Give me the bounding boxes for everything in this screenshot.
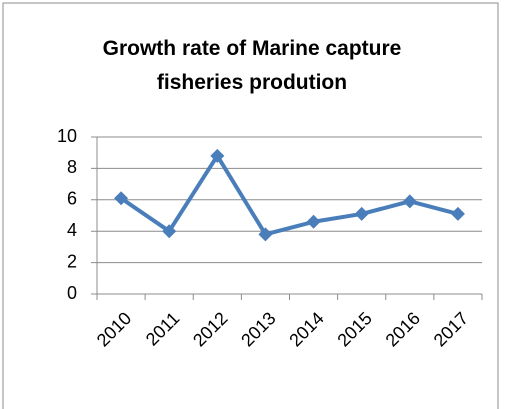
- data-point: [258, 227, 273, 242]
- data-point: [306, 214, 321, 229]
- y-tick-label: 10: [57, 126, 77, 146]
- x-tick-label: 2011: [142, 308, 184, 350]
- data-point: [450, 206, 465, 221]
- x-tick-label: 2010: [93, 308, 135, 350]
- y-tick-label: 6: [67, 189, 77, 209]
- chart-title: Growth rate of Marine capture fisheries …: [102, 37, 402, 94]
- data-point: [402, 194, 417, 209]
- y-tick-label: 0: [67, 283, 77, 303]
- x-tick-label: 2013: [237, 308, 279, 350]
- y-tick-label: 2: [67, 251, 77, 271]
- y-tick-label: 8: [67, 157, 77, 177]
- data-point: [210, 148, 225, 163]
- x-tick-label: 2014: [285, 308, 327, 350]
- y-tick-label: 4: [67, 220, 77, 240]
- chart-border: [2, 2, 499, 409]
- x-tick-label: 2015: [333, 308, 375, 350]
- x-tick-label: 2017: [430, 308, 472, 350]
- x-tick-label: 2016: [382, 308, 424, 350]
- x-tick-label: 2012: [189, 308, 231, 350]
- data-line: [119, 153, 459, 237]
- data-point: [162, 224, 177, 239]
- data-point: [114, 191, 129, 206]
- data-point: [354, 206, 369, 221]
